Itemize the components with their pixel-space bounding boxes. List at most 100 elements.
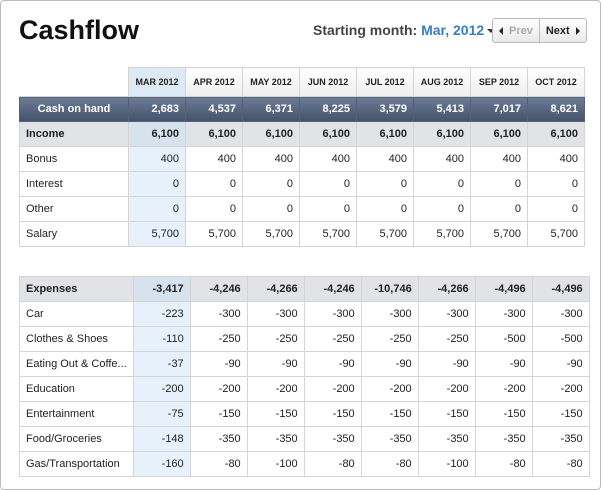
cell: 6,100 [242, 121, 300, 147]
cell: 0 [470, 171, 528, 197]
cell: 0 [299, 196, 357, 222]
cell: 400 [470, 146, 528, 172]
cell: -80 [360, 451, 419, 477]
cell: 5,700 [242, 221, 300, 247]
corner [19, 67, 129, 97]
month-header: SEP 2012 [470, 67, 528, 97]
cell: -150 [246, 401, 305, 427]
row-label: Other [19, 196, 129, 222]
cell: 7,017 [470, 96, 528, 122]
cell: -37 [132, 351, 191, 377]
cell: -350 [417, 426, 476, 452]
cell: -4,246 [189, 276, 248, 302]
cell: -300 [360, 301, 419, 327]
cell: 0 [527, 171, 585, 197]
cell: -300 [474, 301, 533, 327]
row-label: Food/Groceries [19, 426, 134, 452]
cell: -10,746 [360, 276, 419, 302]
header-row: MAR 2012 APR 2012 MAY 2012 JUN 2012 JUL 2012… [19, 67, 585, 97]
data-row: Education -200 -200 -200 -200 -200 -200 -200 -20… [19, 376, 590, 402]
cell: 0 [242, 196, 300, 222]
cell: -160 [132, 451, 191, 477]
cell: 0 [413, 196, 471, 222]
cell: 400 [356, 146, 414, 172]
cell: 0 [527, 196, 585, 222]
next-button[interactable]: Next [540, 19, 586, 42]
month-picker[interactable]: Starting month: Mar, 2012 [313, 22, 496, 38]
cell: 0 [128, 196, 186, 222]
section-row: Expenses -3,417 -4,246 -4,266 -4,246 -10,746-… [19, 276, 590, 302]
cell: -300 [531, 301, 590, 327]
cell: 6,100 [128, 121, 186, 147]
cell: -150 [531, 401, 590, 427]
row-label: Cash on hand [19, 96, 129, 122]
row-label: Income [19, 121, 129, 147]
row-label: Expenses [19, 276, 134, 302]
month-header: JUL 2012 [356, 67, 414, 97]
cell: 3,579 [356, 96, 414, 122]
cell: -250 [360, 326, 419, 352]
cell: -90 [360, 351, 419, 377]
cell: -500 [531, 326, 590, 352]
prev-label: Prev [509, 24, 533, 37]
cell: -350 [303, 426, 362, 452]
data-row: Car -223 -300 -300 -300 -300 -300 -300 -300 [19, 301, 590, 327]
cash-row: Cash on hand 2,683 4,537 6,371 8,225 3,579 5,4… [19, 96, 585, 122]
month-header: JUN 2012 [299, 67, 357, 97]
cell: -350 [246, 426, 305, 452]
cell: -500 [474, 326, 533, 352]
row-label: Education [19, 376, 134, 402]
cell: 400 [242, 146, 300, 172]
cell: 8,621 [527, 96, 585, 122]
data-row: Gas/Transportation -160 -80 -100 -80 -80 -100-… [19, 451, 590, 477]
cell: 0 [128, 171, 186, 197]
cell: -3,417 [132, 276, 191, 302]
cell: -300 [246, 301, 305, 327]
cell: 6,100 [299, 121, 357, 147]
cell: -90 [303, 351, 362, 377]
cell: -250 [417, 326, 476, 352]
cell: -90 [189, 351, 248, 377]
month-value[interactable]: Mar, 2012 [421, 22, 485, 38]
cell: -150 [189, 401, 248, 427]
cell: -200 [417, 376, 476, 402]
cell: -100 [417, 451, 476, 477]
cell: -200 [246, 376, 305, 402]
cell: -4,496 [531, 276, 590, 302]
row-label: Car [19, 301, 134, 327]
cell: -350 [360, 426, 419, 452]
nav-buttons: Prev Next [492, 18, 587, 43]
cell: -200 [303, 376, 362, 402]
cell: -300 [189, 301, 248, 327]
cell: -150 [360, 401, 419, 427]
cell: -350 [474, 426, 533, 452]
cell: -250 [246, 326, 305, 352]
month-header: OCT 2012 [527, 67, 585, 97]
cell: -150 [417, 401, 476, 427]
month-header: APR 2012 [185, 67, 243, 97]
data-row: Eating Out & Coffe... -37 -90 -90 -90 -90 -90-… [19, 351, 590, 377]
section-row: Income 6,100 6,100 6,100 6,100 6,100 6,100 6,10… [19, 121, 585, 147]
data-row: Other 0 0 0 0 0 0 0 0 [19, 196, 585, 222]
row-label: Salary [19, 221, 129, 247]
cell: -4,246 [303, 276, 362, 302]
cell: -148 [132, 426, 191, 452]
cell: 0 [242, 171, 300, 197]
cell: 0 [470, 196, 528, 222]
cell: -90 [417, 351, 476, 377]
cell: 0 [413, 171, 471, 197]
prev-button[interactable]: Prev [493, 19, 540, 42]
cell: -250 [189, 326, 248, 352]
cell: 5,700 [413, 221, 471, 247]
cell: -80 [189, 451, 248, 477]
cell: 400 [128, 146, 186, 172]
data-row: Entertainment -75 -150 -150 -150 -150 -150 -150… [19, 401, 590, 427]
cell: 0 [185, 171, 243, 197]
row-label: Gas/Transportation [19, 451, 134, 477]
cell: 6,371 [242, 96, 300, 122]
income-table: MAR 2012 APR 2012 MAY 2012 JUN 2012 JUL 2012… [19, 67, 585, 247]
cell: 5,700 [527, 221, 585, 247]
cell: 0 [185, 196, 243, 222]
cell: -75 [132, 401, 191, 427]
